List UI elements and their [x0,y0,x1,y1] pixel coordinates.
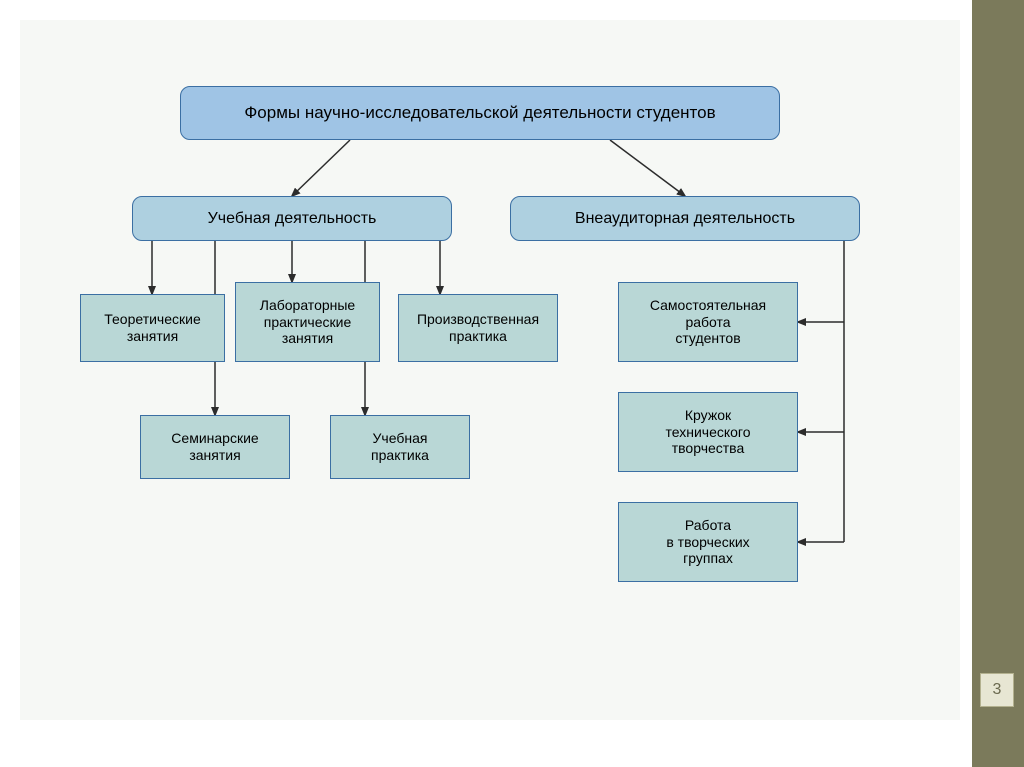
node-label: Формы научно-исследовательской деятельно… [189,103,771,123]
node-label: Внеаудиторная деятельность [519,209,851,228]
node-label: Работа в творческих группах [627,517,789,567]
node-label: Лабораторные практические занятия [244,297,371,347]
node-creative: Работа в творческих группах [618,502,798,582]
page-number: 3 [993,681,1002,699]
node-label: Учебная деятельность [141,209,443,228]
slide: Формы научно-исследовательской деятельно… [0,0,1024,767]
node-label: Учебная практика [339,430,461,464]
node-edu: Учебная деятельность [132,196,452,241]
node-theor: Теоретические занятия [80,294,225,362]
edge-0 [292,140,350,196]
node-root: Формы научно-исследовательской деятельно… [180,86,780,140]
node-seminar: Семинарские занятия [140,415,290,479]
node-lab: Лабораторные практические занятия [235,282,380,362]
side-band [972,0,1024,767]
node-prod: Производственная практика [398,294,558,362]
page-number-badge: 3 [980,673,1014,707]
node-label: Производственная практика [407,311,549,345]
diagram-area: Формы научно-исследовательской деятельно… [20,20,960,720]
node-label: Теоретические занятия [89,311,216,345]
node-ext: Внеаудиторная деятельность [510,196,860,241]
node-train: Учебная практика [330,415,470,479]
node-label: Кружок технического творчества [627,407,789,457]
edge-1 [610,140,685,196]
node-label: Самостоятельная работа студентов [627,297,789,347]
node-club: Кружок технического творчества [618,392,798,472]
node-self: Самостоятельная работа студентов [618,282,798,362]
node-label: Семинарские занятия [149,430,281,464]
